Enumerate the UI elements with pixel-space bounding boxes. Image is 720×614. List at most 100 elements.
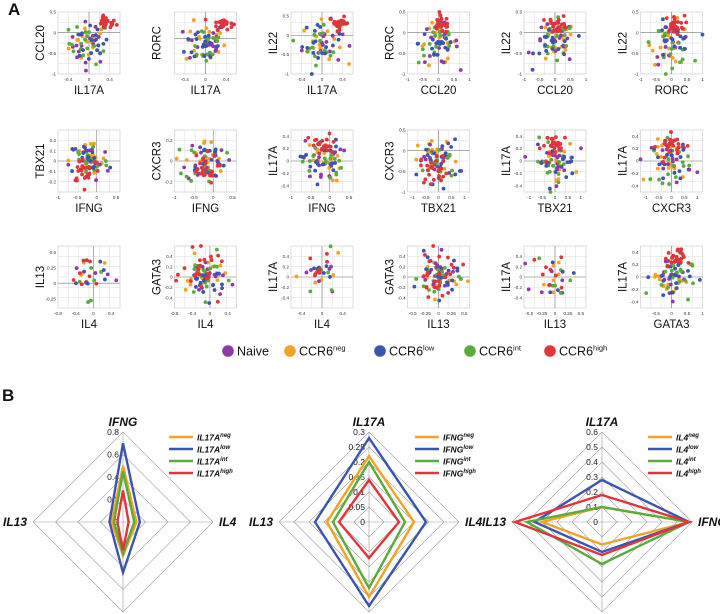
scatter-point — [670, 37, 675, 42]
scatter-point — [219, 148, 224, 153]
x-tick-label: 0 — [554, 195, 557, 200]
scatter-point — [308, 164, 313, 169]
legend-label: CCR6int — [479, 344, 522, 359]
scatter-point — [434, 154, 439, 158]
scatter-point — [80, 172, 84, 177]
scatter-point — [435, 52, 440, 57]
scatter-point — [76, 169, 81, 173]
scatter-point — [544, 265, 548, 270]
scatter-point — [443, 275, 448, 280]
radar-tick-label: 0.05 — [348, 502, 365, 512]
y-tick-label: -1 — [634, 72, 639, 77]
radar-legend-label: IFNGhigh — [443, 469, 476, 479]
scatter-point — [202, 139, 207, 144]
scatter-point — [205, 149, 210, 153]
scatter-point — [570, 171, 575, 176]
y-tick-label: -0.4 — [631, 183, 639, 188]
scatter-point — [646, 275, 651, 280]
scatter-point — [199, 150, 203, 155]
scatter-point — [307, 159, 312, 163]
scatter-point — [457, 169, 462, 173]
scatter-point — [109, 23, 114, 28]
scatter-point — [303, 138, 308, 143]
scatter-point — [659, 283, 664, 287]
scatter-point — [450, 287, 454, 292]
scatter-point — [457, 274, 461, 279]
scatter-point — [442, 23, 447, 27]
scatter-point — [657, 177, 661, 182]
scatter-point — [447, 152, 452, 157]
scatter-point — [79, 282, 84, 287]
scatter-point — [657, 162, 662, 167]
radar-series-line — [112, 471, 136, 558]
scatter-point — [204, 284, 209, 289]
scatter-point — [330, 161, 335, 166]
scatter-point — [448, 272, 453, 277]
scatter-point — [671, 29, 676, 34]
scatter-point — [569, 159, 574, 164]
scatter-point — [551, 163, 555, 168]
scatter-subplot: -0.4 0 0.4 -1 -0.5 0 0.5 IL17A IL22 — [268, 11, 354, 97]
scatter-point — [440, 28, 445, 33]
scatter-point — [445, 21, 450, 26]
x-tick-label: 0 — [321, 77, 324, 82]
scatter-point — [203, 300, 208, 305]
scatter-point — [104, 163, 109, 168]
scatter-point — [538, 37, 542, 41]
scatter-point — [530, 67, 535, 72]
scatter-point — [561, 14, 566, 18]
scatter-point — [557, 160, 561, 164]
scatter-point — [214, 44, 219, 49]
scatter-point — [452, 258, 456, 263]
radar-tick-label: 0.8 — [107, 427, 119, 437]
scatter-point — [552, 28, 556, 33]
scatter-point — [79, 41, 83, 46]
scatter-point — [672, 44, 677, 49]
scatter-point — [174, 156, 179, 161]
scatter-point — [548, 290, 553, 295]
scatter-point — [677, 277, 681, 281]
scatter-point — [98, 259, 103, 264]
scatter-point — [442, 166, 447, 171]
scatter-point — [556, 272, 561, 277]
radar-series-line — [511, 493, 693, 557]
y-tick-label: 0.1 — [50, 148, 57, 153]
scatter-point — [219, 25, 224, 30]
scatter-point — [325, 259, 329, 264]
x-tick-label: -0.4 — [188, 311, 196, 316]
scatter-point — [426, 295, 431, 299]
scatter-point — [97, 162, 102, 167]
scatter-point — [678, 34, 683, 39]
scatter-point — [659, 155, 663, 159]
scatter-point — [675, 25, 680, 30]
scatter-subplot: -1 -0.5 0 0.5 -0.4 -0.2 0 0.2 0.4 IFNG IL17A — [268, 129, 354, 215]
x-tick-label: -0.5 — [652, 311, 660, 316]
radar-series-line — [523, 505, 693, 566]
scatter-point — [544, 159, 548, 164]
y-tick-label: 0.25 — [47, 265, 56, 270]
scatter-point — [320, 31, 325, 36]
scatter-point — [94, 178, 98, 182]
scatter-point — [437, 283, 442, 288]
scatter-point — [579, 146, 583, 151]
scatter-point — [574, 170, 579, 174]
y-tick-label: -0.4 — [514, 183, 522, 188]
y-tick-label: -0.2 — [514, 171, 522, 176]
scatter-point — [88, 23, 93, 28]
scatter-point — [445, 47, 450, 52]
scatter-point — [94, 281, 99, 286]
scatter-point — [553, 49, 558, 53]
scatter-point — [673, 273, 678, 277]
scatter-point — [201, 278, 206, 283]
scatter-point — [95, 27, 100, 32]
x-tick-label: 0.5 — [565, 195, 572, 200]
scatter-point — [327, 57, 332, 62]
scatter-point — [315, 161, 320, 166]
scatter-point — [337, 45, 342, 50]
y-tick-label: -0.2 — [631, 171, 639, 176]
scatter-point — [76, 32, 81, 37]
scatter-point — [77, 271, 82, 275]
x-tick-label: 0.25 — [563, 311, 572, 316]
scatter-point — [321, 22, 326, 27]
scatter-point — [664, 25, 669, 30]
